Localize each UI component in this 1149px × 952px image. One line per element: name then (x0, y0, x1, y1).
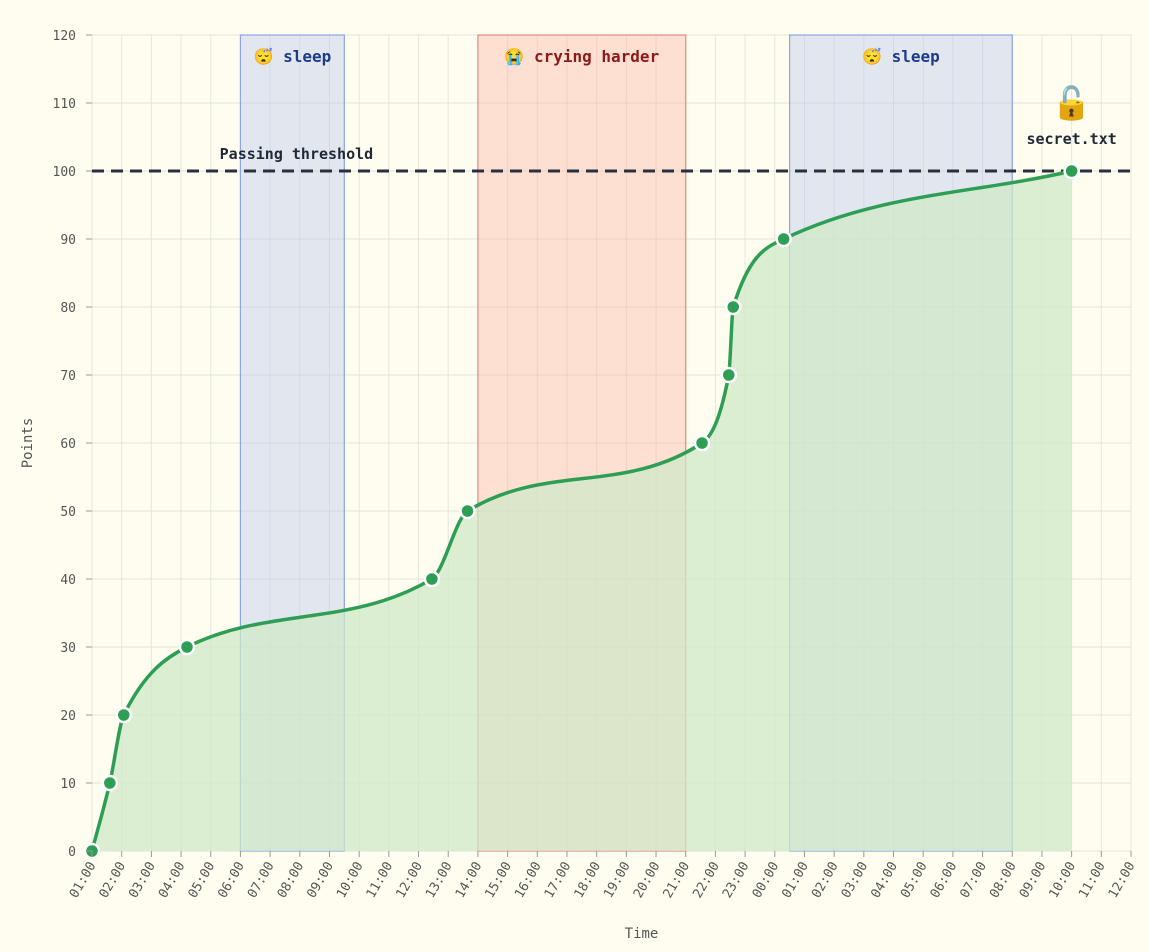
x-tick-label: 14:00 (453, 860, 486, 901)
band-label-text: sleep (283, 47, 331, 66)
x-tick-label: 04:00 (868, 860, 901, 901)
x-tick-label: 05:00 (898, 860, 931, 901)
y-tick-label: 120 (53, 29, 76, 44)
x-tick-label: 01:00 (67, 860, 100, 901)
x-tick-label: 03:00 (126, 860, 159, 901)
y-tick-label: 0 (68, 845, 76, 860)
x-tick-label: 06:00 (215, 860, 248, 901)
x-tick-label: 03:00 (839, 860, 872, 901)
x-tick-label: 13:00 (423, 860, 456, 901)
x-tick-label: 19:00 (601, 860, 634, 901)
x-tick-label: 23:00 (720, 860, 753, 901)
data-point (693, 434, 711, 452)
data-point (724, 298, 742, 316)
x-tick-label: 12:00 (1106, 860, 1139, 901)
x-tick-label: 10:00 (1047, 860, 1080, 901)
x-tick-label: 07:00 (245, 860, 278, 901)
data-points (83, 162, 1080, 860)
y-tick-label: 50 (60, 505, 76, 520)
band-label-text: crying harder (534, 47, 659, 66)
x-axis-title: Time (625, 926, 659, 942)
endpoint-label: secret.txt (1026, 130, 1116, 148)
band-emoji-icon: 😴 (862, 47, 892, 66)
x-tick-label: 21:00 (661, 860, 694, 901)
y-tick-label: 100 (53, 165, 76, 180)
x-tick-label: 08:00 (275, 860, 308, 901)
data-point (178, 638, 196, 656)
data-point (115, 706, 133, 724)
band-label: 😴 sleep (254, 47, 332, 66)
x-tick-label: 10:00 (334, 860, 367, 901)
x-tick-label: 09:00 (1017, 860, 1050, 901)
series-area (92, 171, 1072, 851)
data-point (720, 366, 738, 384)
band-label: 😭 crying harder (504, 47, 659, 66)
x-tick-label: 11:00 (364, 860, 397, 901)
x-tick-label: 06:00 (928, 860, 961, 901)
x-axis-ticks: 01:0002:0003:0004:0005:0006:0007:0008:00… (67, 851, 1139, 901)
y-tick-label: 80 (60, 301, 76, 316)
y-tick-label: 60 (60, 437, 76, 452)
y-tick-label: 90 (60, 233, 76, 248)
data-point (423, 570, 441, 588)
data-point (1063, 162, 1080, 180)
x-tick-label: 22:00 (690, 860, 723, 901)
x-tick-label: 15:00 (483, 860, 516, 901)
x-tick-label: 05:00 (186, 860, 219, 901)
x-tick-label: 04:00 (156, 860, 189, 901)
x-tick-label: 02:00 (809, 860, 842, 901)
x-tick-label: 07:00 (957, 860, 990, 901)
x-tick-label: 17:00 (542, 860, 575, 901)
y-tick-label: 10 (60, 777, 76, 792)
data-point (459, 502, 476, 520)
x-tick-label: 20:00 (631, 860, 664, 901)
unlocked-padlock-icon: 🔓 (1052, 84, 1092, 122)
band-label-text: sleep (892, 47, 940, 66)
y-axis-title: Points (20, 418, 36, 469)
band-emoji-icon: 😴 (254, 47, 284, 66)
threshold-label: Passing threshold (220, 145, 374, 163)
data-point (101, 774, 119, 792)
x-tick-label: 18:00 (572, 860, 605, 901)
y-tick-label: 20 (60, 709, 76, 724)
y-axis-ticks: 0 10 20 30 40 50 60 70 80 90 100 110 120 (53, 29, 92, 860)
area-layer (92, 171, 1072, 851)
y-tick-label: 70 (60, 369, 76, 384)
annotations: 😴 sleep 😭 crying harder 😴 sleep 🔓 secret.txt (254, 47, 1117, 148)
data-point (775, 230, 792, 248)
x-tick-label: 08:00 (987, 859, 1020, 900)
x-tick-label: 11:00 (1076, 860, 1109, 901)
y-tick-label: 30 (60, 641, 76, 656)
x-tick-label: 02:00 (97, 860, 130, 901)
threshold-layer: Passing threshold (92, 145, 1131, 173)
x-tick-label: 09:00 (304, 860, 337, 901)
x-tick-label: 16:00 (512, 860, 545, 901)
y-tick-label: 40 (60, 573, 76, 588)
band-label: 😴 sleep (862, 47, 940, 66)
band-emoji-icon: 😭 (504, 47, 534, 66)
x-tick-label: 12:00 (393, 860, 426, 901)
x-tick-label: 01:00 (779, 860, 812, 901)
x-tick-label: 00:00 (750, 860, 783, 901)
y-tick-label: 110 (53, 97, 76, 112)
